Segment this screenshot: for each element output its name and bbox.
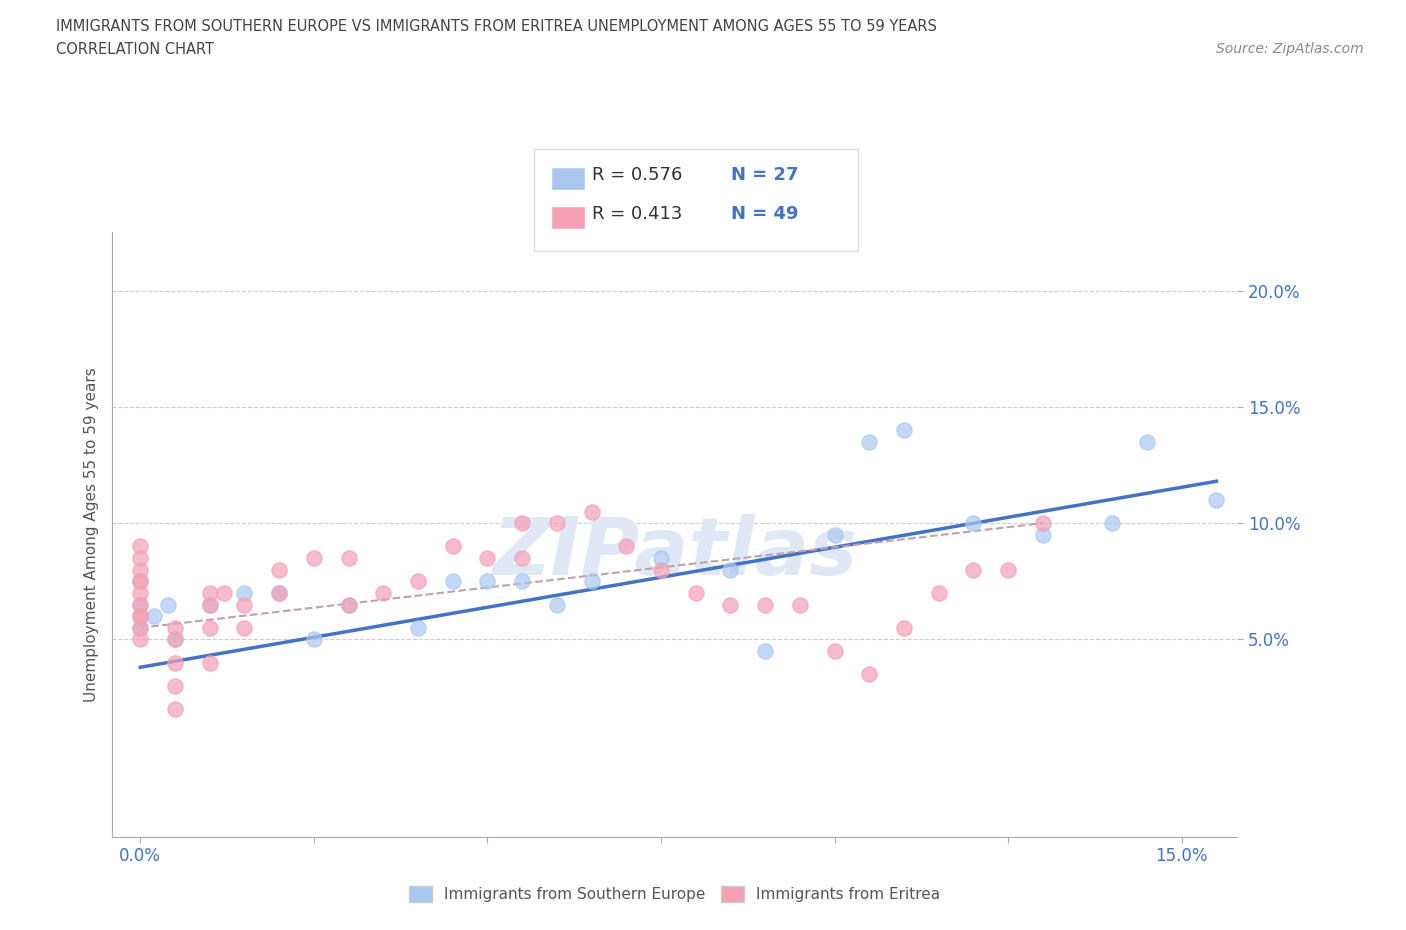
Text: CORRELATION CHART: CORRELATION CHART	[56, 42, 214, 57]
Point	[129, 609, 152, 624]
Point	[129, 586, 152, 601]
Point	[720, 562, 742, 577]
Point	[858, 434, 880, 449]
Point	[233, 586, 256, 601]
Point	[824, 527, 846, 542]
Point	[129, 597, 152, 612]
Point	[893, 422, 915, 438]
Point	[581, 574, 603, 589]
Point	[163, 632, 186, 647]
Point	[302, 632, 325, 647]
Point	[129, 620, 152, 635]
Point	[129, 597, 152, 612]
Point	[858, 667, 880, 682]
Point	[269, 586, 291, 601]
Point	[997, 562, 1019, 577]
Point	[1032, 527, 1054, 542]
Point	[477, 551, 499, 565]
Point	[650, 551, 672, 565]
Point	[1101, 515, 1123, 530]
Point	[269, 586, 291, 601]
Point	[212, 586, 235, 601]
Point	[406, 574, 429, 589]
Point	[129, 562, 152, 577]
Point	[129, 539, 152, 554]
Point	[1205, 493, 1227, 508]
Point	[441, 574, 464, 589]
Point	[893, 620, 915, 635]
Point	[406, 620, 429, 635]
Point	[337, 597, 360, 612]
Point	[962, 515, 984, 530]
Point	[789, 597, 811, 612]
Point	[510, 515, 533, 530]
Point	[198, 597, 221, 612]
Point	[198, 620, 221, 635]
Point	[198, 655, 221, 670]
Text: R = 0.576: R = 0.576	[592, 166, 682, 184]
Point	[163, 655, 186, 670]
Point	[163, 632, 186, 647]
Point	[198, 586, 221, 601]
Text: R = 0.413: R = 0.413	[592, 205, 682, 223]
Y-axis label: Unemployment Among Ages 55 to 59 years: Unemployment Among Ages 55 to 59 years	[83, 367, 98, 702]
Text: N = 49: N = 49	[731, 205, 799, 223]
Point	[129, 620, 152, 635]
Point	[824, 644, 846, 658]
Text: IMMIGRANTS FROM SOUTHERN EUROPE VS IMMIGRANTS FROM ERITREA UNEMPLOYMENT AMONG AG: IMMIGRANTS FROM SOUTHERN EUROPE VS IMMIG…	[56, 19, 938, 33]
Point	[546, 515, 568, 530]
Point	[302, 551, 325, 565]
Point	[163, 679, 186, 694]
Point	[269, 562, 291, 577]
Point	[129, 574, 152, 589]
Point	[928, 586, 950, 601]
Point	[720, 597, 742, 612]
Point	[163, 701, 186, 716]
Point	[754, 597, 776, 612]
Point	[129, 551, 152, 565]
Point	[233, 597, 256, 612]
Text: Source: ZipAtlas.com: Source: ZipAtlas.com	[1216, 42, 1364, 56]
Point	[198, 597, 221, 612]
Point	[510, 551, 533, 565]
Point	[962, 562, 984, 577]
Point	[754, 644, 776, 658]
Point	[650, 562, 672, 577]
Point	[510, 574, 533, 589]
Point	[1032, 515, 1054, 530]
Point	[129, 609, 152, 624]
Point	[614, 539, 637, 554]
Legend: Immigrants from Southern Europe, Immigrants from Eritrea: Immigrants from Southern Europe, Immigra…	[404, 880, 946, 908]
Point	[157, 597, 180, 612]
Point	[477, 574, 499, 589]
Point	[1136, 434, 1159, 449]
Text: ZIPatlas: ZIPatlas	[492, 514, 858, 591]
Point	[337, 551, 360, 565]
Point	[143, 609, 166, 624]
Point	[337, 597, 360, 612]
Point	[163, 620, 186, 635]
Point	[581, 504, 603, 519]
Point	[129, 632, 152, 647]
Point	[373, 586, 395, 601]
Point	[129, 574, 152, 589]
Text: N = 27: N = 27	[731, 166, 799, 184]
Point	[441, 539, 464, 554]
Point	[233, 620, 256, 635]
Point	[685, 586, 707, 601]
Point	[546, 597, 568, 612]
